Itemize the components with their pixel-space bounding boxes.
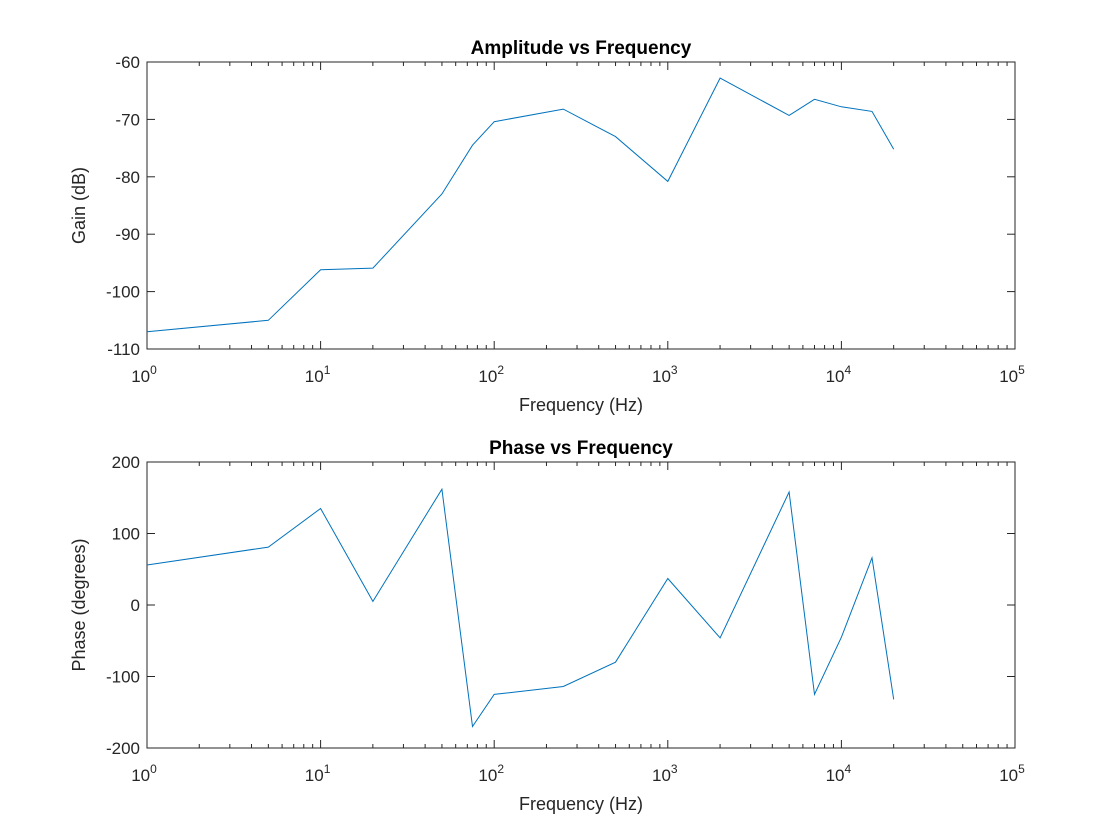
- amplitude-title: Amplitude vs Frequency: [471, 38, 692, 59]
- amplitude-y-tick-label: -90: [115, 225, 140, 244]
- amplitude-y-tick-label: -100: [106, 283, 140, 302]
- amplitude-x-tick-label: 101: [305, 363, 331, 386]
- phase-series-line: [146, 487, 895, 728]
- phase-y-tick-label: -200: [106, 739, 140, 758]
- amplitude-plot-frame: [146, 61, 1016, 350]
- phase-y-tick-label: 100: [112, 525, 140, 544]
- amplitude-x-tick-label: 105: [999, 363, 1025, 386]
- amplitude-x-tick-label: 102: [478, 363, 504, 386]
- phase-x-tick-label: 103: [652, 762, 678, 785]
- phase-x-axis-label: Frequency (Hz): [519, 794, 643, 814]
- phase-plot-frame: [146, 461, 1016, 749]
- phase-title: Phase vs Frequency: [489, 438, 673, 459]
- phase-y-tick-label: 200: [112, 453, 140, 472]
- amplitude-x-tick-label: 103: [652, 363, 678, 386]
- phase-x-tick-label: 100: [131, 762, 157, 785]
- amplitude-y-axis-label: Gain (dB): [69, 167, 89, 244]
- phase-axes: 100 101 102 103 104 105 -200 -100 0 100 200 Phase v…: [69, 438, 1025, 814]
- phase-x-tick-label: 105: [999, 762, 1025, 785]
- amplitude-y-tick-label: -110: [107, 340, 140, 359]
- phase-x-tick-label: 101: [305, 762, 331, 785]
- amplitude-y-tick-label: -80: [115, 168, 140, 187]
- phase-y-tick-label: -100: [106, 668, 140, 687]
- amplitude-x-axis-label: Frequency (Hz): [519, 395, 643, 415]
- amplitude-series-line: [146, 77, 895, 333]
- amplitude-y-tick-label: -60: [115, 53, 140, 72]
- amplitude-axes: 100 101 102 103 104 105 -110 -100 -90 -80 -70 -60 Am…: [69, 38, 1025, 415]
- amplitude-x-tick-label: 100: [131, 363, 157, 386]
- amplitude-y-tick-label: -70: [115, 110, 140, 129]
- amplitude-x-tick-label: 104: [826, 363, 852, 386]
- phase-x-tick-label: 104: [826, 762, 852, 785]
- phase-y-tick-label: 0: [131, 596, 140, 615]
- phase-x-tick-label: 102: [478, 762, 504, 785]
- phase-y-axis-label: Phase (degrees): [69, 538, 89, 671]
